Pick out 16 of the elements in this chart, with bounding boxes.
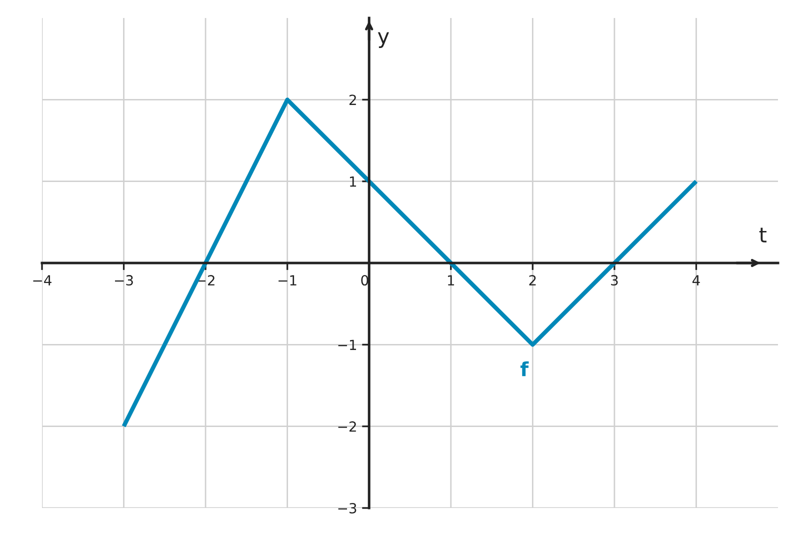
y-tick-label: −2 (338, 421, 356, 432)
y-tick-label: −3 (338, 502, 356, 514)
x-tick-label: 4 (692, 275, 700, 286)
annotation: f (520, 361, 529, 376)
x-tick-label: 2 (529, 275, 536, 286)
x-axis-title: t (759, 228, 766, 242)
y-axis-title: y (378, 32, 389, 48)
y-tick-label: −1 (338, 340, 356, 350)
x-tick-label: 3 (611, 275, 618, 286)
x-tick-label: 1 (448, 275, 454, 286)
y-tick-label: 1 (350, 176, 356, 187)
x-tick-label: −1 (278, 275, 296, 286)
x-tick-label: −4 (33, 275, 52, 286)
y-tick-label: 2 (349, 94, 356, 105)
x-tick-label: −3 (115, 275, 133, 286)
x-tick-label: 0 (361, 275, 368, 286)
